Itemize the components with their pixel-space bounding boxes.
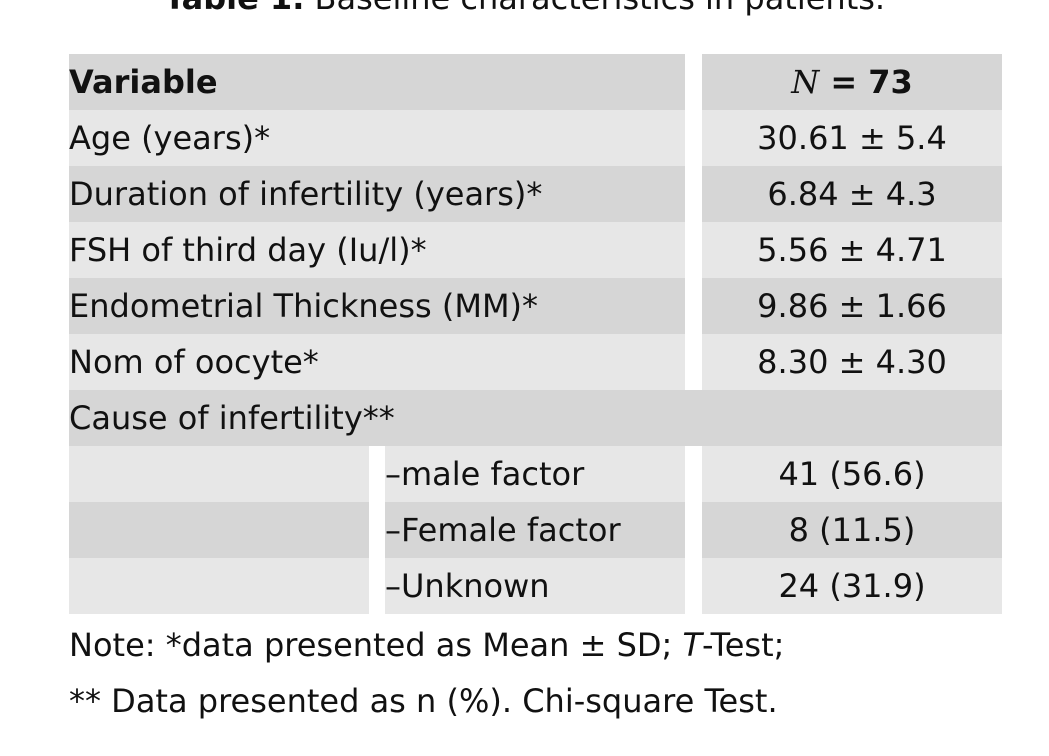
indent-cell [69, 502, 369, 558]
cause-item-value: 24 (31.9) [702, 558, 1002, 614]
row-variable: Duration of infertility (years)* [69, 166, 685, 222]
row-value: 5.56 ± 4.71 [702, 222, 1002, 278]
row-value: 9.86 ± 1.66 [702, 278, 1002, 334]
header-n-symbol: N [791, 63, 820, 101]
note-1-prefix: Note: *data presented as Mean ± SD; [69, 626, 683, 664]
row-value: 6.84 ± 4.3 [702, 166, 1002, 222]
table-note-2: ** Data presented as n (%). Chi-square T… [69, 682, 778, 720]
table-caption-text: Baseline characteristics in patients. [315, 0, 886, 17]
note-1-suffix: -Test; [702, 626, 785, 664]
indent-cell [69, 558, 369, 614]
table-row: –Unknown 24 (31.9) [69, 558, 1002, 614]
header-n: N = 73 [702, 54, 1002, 110]
row-variable: Nom of oocyte* [69, 334, 685, 390]
table-row: –male factor 41 (56.6) [69, 446, 1002, 502]
cause-item-label: –Unknown [385, 558, 685, 614]
note-1-t: T [682, 626, 703, 664]
row-value: 8.30 ± 4.30 [702, 334, 1002, 390]
indent-cell [69, 446, 369, 502]
row-variable: Endometrial Thickness (MM)* [69, 278, 685, 334]
table-header-row: Variable N = 73 [69, 54, 1002, 110]
cause-item-value: 41 (56.6) [702, 446, 1002, 502]
table-row: Endometrial Thickness (MM)* 9.86 ± 1.66 [69, 278, 1002, 334]
table-row: Duration of infertility (years)* 6.84 ± … [69, 166, 1002, 222]
cause-item-label: –Female factor [385, 502, 685, 558]
cause-item-label: –male factor [385, 446, 685, 502]
row-value: 30.61 ± 5.4 [702, 110, 1002, 166]
table-note-1: Note: *data presented as Mean ± SD; T-Te… [69, 625, 784, 665]
table-row: –Female factor 8 (11.5) [69, 502, 1002, 558]
table-caption: Table 1. Baseline characteristics in pat… [0, 0, 1049, 18]
cause-item-value: 8 (11.5) [702, 502, 1002, 558]
header-variable: Variable [69, 54, 685, 110]
table-caption-label: Table 1. [164, 0, 304, 17]
table-row: Nom of oocyte* 8.30 ± 4.30 [69, 334, 1002, 390]
cause-label: Cause of infertility** [69, 390, 1002, 446]
row-variable: Age (years)* [69, 110, 685, 166]
header-n-value: = 73 [830, 63, 913, 101]
table-row-cause: Cause of infertility** [69, 390, 1002, 446]
table-row: FSH of third day (Iu/l)* 5.56 ± 4.71 [69, 222, 1002, 278]
row-variable: FSH of third day (Iu/l)* [69, 222, 685, 278]
table-row: Age (years)* 30.61 ± 5.4 [69, 110, 1002, 166]
